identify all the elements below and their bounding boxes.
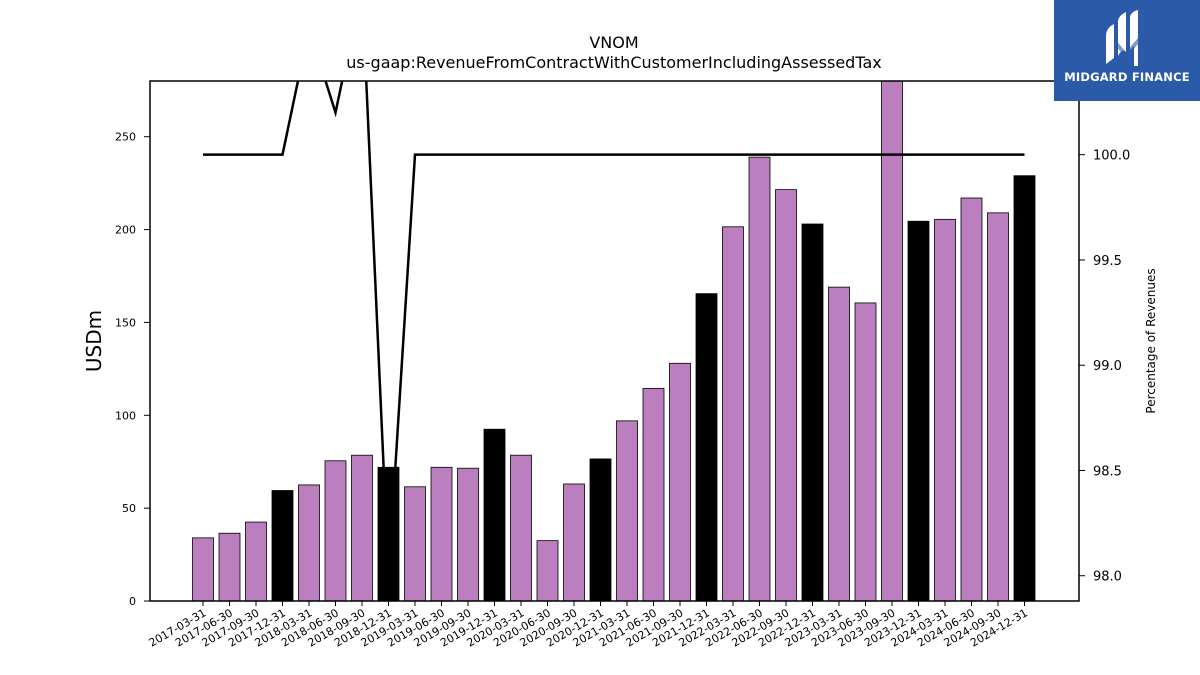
bar-2024-06-30 [960, 197, 983, 602]
chart-subtitle: us-gaap:RevenueFromContractWithCustomerI… [346, 53, 881, 72]
midgard-finance-logo: MIDGARD FINANCE [1054, 0, 1200, 101]
bars [192, 80, 1036, 602]
y2-axis-label: Percentage of Revenues [1144, 268, 1158, 413]
chart-title: VNOM [589, 33, 638, 52]
logo-text: MIDGARD FINANCE [1064, 70, 1190, 84]
bar-2022-12-31 [801, 223, 824, 602]
y2-tick-label: 99.5 [1093, 254, 1122, 269]
bar-2021-09-30 [669, 362, 691, 602]
x-axis: 2017-03-312017-06-302017-09-302017-12-31… [147, 601, 1030, 650]
bar-2020-09-30 [563, 483, 585, 602]
bar-2024-03-31 [934, 218, 956, 602]
bar-2018-06-30 [324, 460, 347, 602]
y-tick-label: 100 [115, 409, 136, 422]
y2-tick-label: 99.0 [1093, 359, 1122, 374]
bar-2019-03-31 [404, 486, 426, 602]
bar-2017-03-31 [192, 537, 214, 602]
bar-2020-06-30 [536, 540, 559, 602]
bar-2020-03-31 [510, 454, 532, 602]
y2-tick-label: 98.5 [1093, 464, 1122, 479]
bar-2021-06-30 [642, 387, 665, 602]
plot-frame [149, 80, 1080, 602]
bar-2018-12-31 [377, 466, 400, 602]
midgard-logo-icon [1106, 10, 1138, 66]
y-axis-label: USDm [82, 310, 106, 372]
bar-2024-09-30 [987, 212, 1009, 602]
y2-axis: 98.0 98.5 99.0 99.5 100.0 [1079, 149, 1130, 585]
bar-2024-12-31 [1013, 175, 1036, 602]
bar-2022-06-30 [748, 156, 771, 602]
bar-2019-12-31 [483, 428, 506, 602]
y-tick-label: 50 [122, 502, 136, 515]
bar-2023-06-30 [854, 302, 877, 602]
y-tick-label: 250 [115, 131, 136, 144]
bar-2018-09-30 [351, 454, 373, 602]
bar-2017-06-30 [218, 532, 241, 602]
bar-2021-12-31 [695, 293, 718, 602]
bar-2022-09-30 [775, 189, 797, 602]
bar-2018-03-31 [298, 484, 320, 602]
line-series [203, 81, 1025, 576]
bar-2020-12-31 [589, 458, 612, 602]
percentage-line [203, 81, 1025, 576]
bar-2023-09-30 [881, 80, 903, 602]
y-tick-label: 150 [115, 316, 136, 329]
y2-tick-label: 100.0 [1093, 149, 1130, 164]
bar-2021-03-31 [616, 420, 638, 602]
bar-2017-12-31 [271, 490, 294, 602]
y-tick-label: 200 [115, 224, 136, 237]
bar-2019-09-30 [457, 467, 479, 602]
bar-2017-09-30 [245, 521, 267, 602]
y-tick-label: 0 [129, 595, 136, 608]
bar-2023-12-31 [907, 220, 930, 602]
bar-2019-06-30 [430, 466, 453, 602]
bar-2022-03-31 [722, 226, 744, 602]
bar-2023-03-31 [828, 286, 850, 602]
y-axis: 0 50 100 150 200 250 [115, 131, 150, 608]
y2-tick-label: 98.0 [1093, 570, 1122, 585]
